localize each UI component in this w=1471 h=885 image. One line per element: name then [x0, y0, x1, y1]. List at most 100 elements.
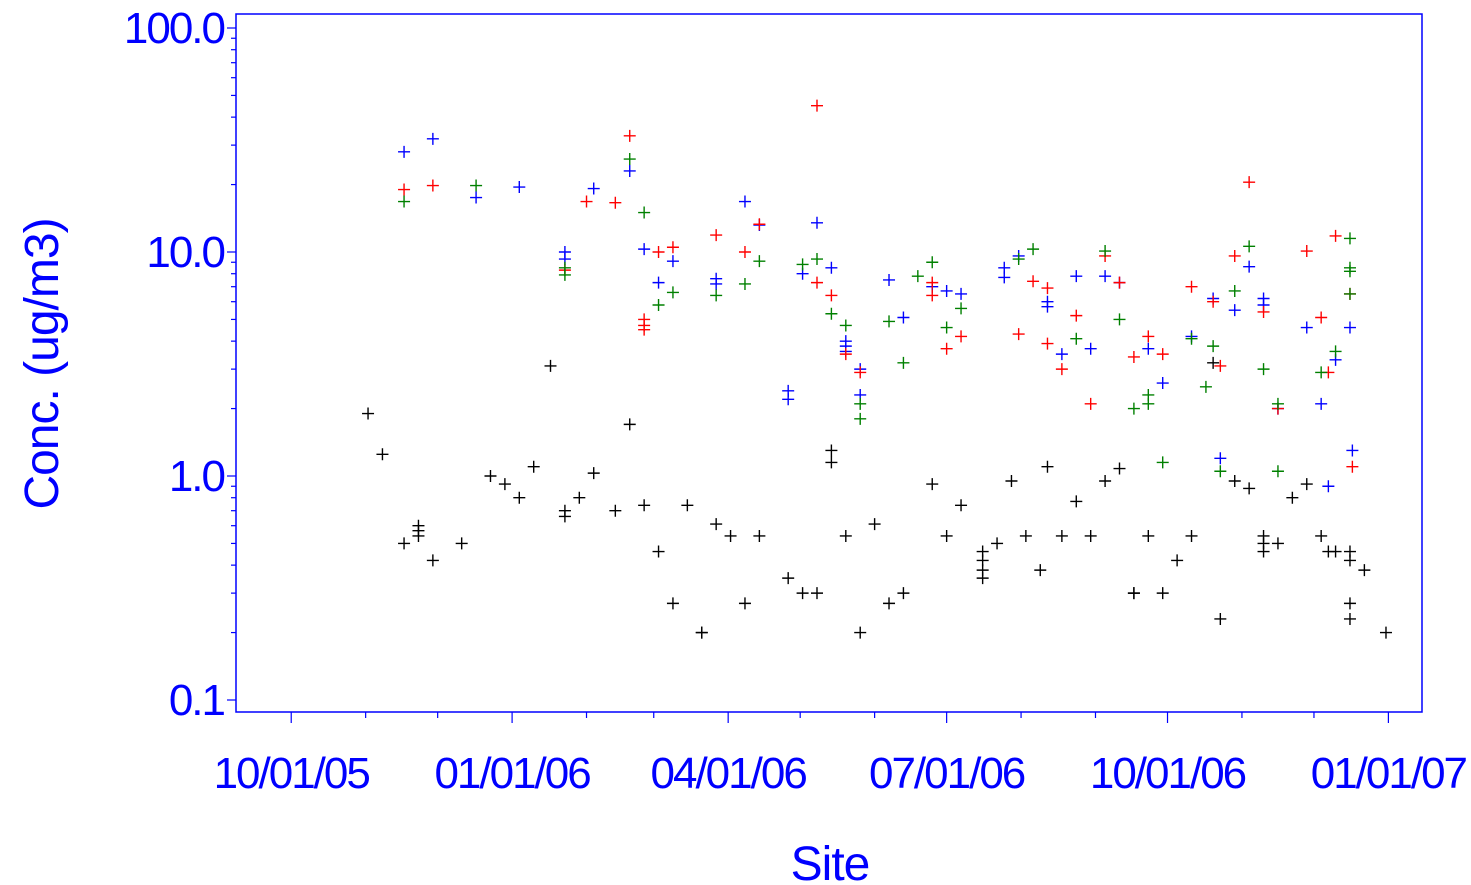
data-point	[710, 277, 723, 290]
data-point	[1257, 537, 1270, 550]
data-point	[666, 286, 679, 299]
x-tick-label: 10/01/06	[1090, 749, 1246, 798]
data-point	[623, 153, 636, 166]
data-point	[1171, 554, 1184, 567]
data-point	[825, 261, 838, 274]
data-point	[1243, 482, 1256, 495]
data-point	[810, 99, 823, 112]
data-point	[1027, 275, 1040, 288]
data-point	[587, 182, 600, 195]
data-point	[1084, 342, 1097, 355]
data-point	[1243, 260, 1256, 273]
series-blue	[398, 132, 1359, 493]
data-point	[426, 554, 439, 567]
data-point	[991, 537, 1004, 550]
data-point	[883, 597, 896, 610]
data-point	[638, 499, 651, 512]
data-point	[1185, 332, 1198, 345]
data-point	[1142, 330, 1155, 343]
data-point	[558, 268, 571, 281]
data-point	[1346, 444, 1359, 457]
data-point	[1070, 270, 1083, 283]
data-point	[1228, 474, 1241, 487]
data-point	[455, 537, 468, 550]
data-point	[753, 529, 766, 542]
data-point	[1207, 340, 1220, 353]
data-point	[513, 491, 526, 504]
data-point	[498, 478, 511, 491]
data-point	[1185, 529, 1198, 542]
data-point	[1329, 545, 1342, 558]
data-point	[897, 311, 910, 324]
data-point	[1156, 587, 1169, 600]
data-point	[652, 246, 665, 258]
data-point	[1343, 321, 1356, 334]
data-point	[1070, 332, 1083, 345]
data-point	[1329, 229, 1342, 242]
data-point	[527, 460, 540, 473]
data-point	[854, 626, 867, 639]
data-point	[796, 587, 809, 600]
data-point	[710, 229, 723, 242]
data-point	[839, 319, 852, 332]
data-point	[638, 243, 651, 256]
data-point	[1214, 359, 1227, 372]
data-point	[638, 323, 651, 336]
plot-area-frame	[235, 13, 1423, 713]
data-point	[1271, 537, 1284, 550]
data-point	[897, 587, 910, 600]
data-point	[1257, 305, 1270, 318]
data-point	[652, 298, 665, 311]
data-point	[926, 256, 939, 269]
data-point	[1113, 313, 1126, 326]
data-point	[1243, 176, 1256, 189]
data-point	[839, 348, 852, 361]
y-tick-label: 1.0	[169, 452, 225, 501]
data-point	[782, 572, 795, 585]
data-point	[1142, 529, 1155, 542]
data-point	[1346, 460, 1359, 473]
data-point	[1207, 295, 1220, 308]
data-point	[1322, 480, 1335, 493]
data-points	[362, 99, 1392, 639]
data-point	[398, 195, 411, 208]
data-point	[666, 241, 679, 254]
data-point	[854, 412, 867, 425]
data-point	[883, 273, 896, 286]
data-point	[738, 277, 751, 290]
data-point	[470, 179, 483, 192]
data-point	[753, 255, 766, 268]
data-point	[710, 518, 723, 531]
data-point	[1041, 337, 1054, 350]
data-point	[955, 330, 968, 343]
data-point	[1207, 356, 1220, 369]
data-point	[753, 218, 766, 231]
data-point	[825, 307, 838, 320]
data-point	[810, 216, 823, 229]
data-point	[1199, 380, 1212, 393]
data-point	[854, 366, 867, 379]
data-point	[470, 191, 483, 204]
data-point	[1027, 243, 1040, 256]
data-point	[940, 284, 953, 297]
data-point	[825, 444, 838, 457]
data-point	[666, 597, 679, 610]
data-point	[955, 287, 968, 300]
data-point	[1243, 240, 1256, 253]
data-point	[609, 504, 622, 517]
data-point	[854, 397, 867, 410]
data-point	[1271, 465, 1284, 478]
data-point	[1343, 597, 1356, 610]
data-point	[362, 407, 375, 420]
data-point	[558, 510, 571, 523]
data-point	[1343, 612, 1356, 625]
data-point	[738, 597, 751, 610]
data-point	[1113, 276, 1126, 289]
data-point	[623, 418, 636, 431]
data-point	[1127, 402, 1140, 415]
data-point	[940, 342, 953, 355]
data-point	[587, 467, 600, 480]
data-point	[839, 529, 852, 542]
data-point	[1113, 462, 1126, 475]
x-tick-label: 01/01/07	[1311, 749, 1467, 798]
